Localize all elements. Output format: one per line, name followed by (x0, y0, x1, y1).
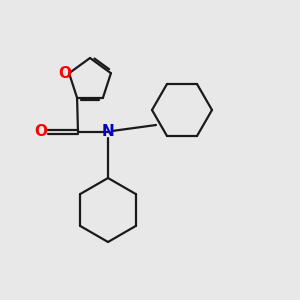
Text: O: O (58, 66, 72, 81)
Text: O: O (34, 124, 47, 139)
Text: N: N (102, 124, 114, 139)
